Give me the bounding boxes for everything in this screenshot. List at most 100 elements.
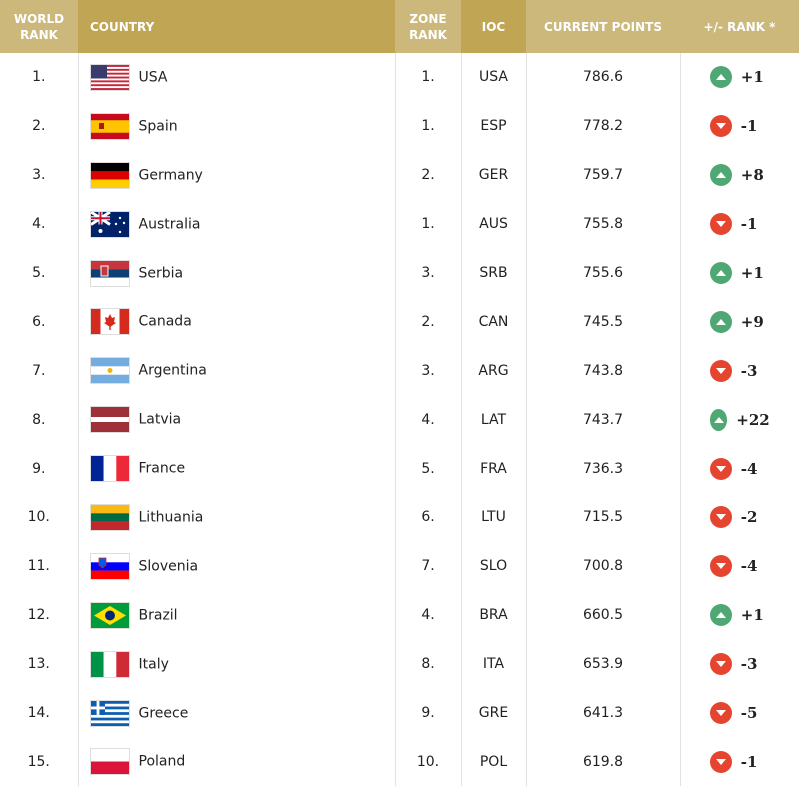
country-name[interactable]: France	[138, 460, 186, 477]
country-name[interactable]: Poland	[138, 753, 186, 770]
flag-ltu-icon	[90, 504, 129, 530]
flag-arg-icon	[90, 358, 129, 384]
flag-usa-icon	[90, 64, 129, 90]
header-current-points[interactable]: CURRENT POINTS	[526, 0, 680, 53]
world-rank: 15.	[27, 753, 50, 770]
country-name[interactable]: Canada	[138, 313, 192, 330]
ioc-code: SRB	[460, 248, 526, 298]
table-row[interactable]: 15. Poland 10. POL 619.8 -1	[0, 737, 799, 787]
flag-gre-icon	[90, 700, 129, 726]
country-cell: Brazil	[77, 590, 395, 640]
ioc-code: ESP	[460, 101, 526, 151]
table-row[interactable]: 10. Lithuania 6. LTU 715.5 -2	[0, 493, 799, 542]
rank-change: +22	[736, 410, 770, 429]
country-name[interactable]: Australia	[138, 216, 201, 233]
country-name[interactable]: Spain	[138, 118, 178, 135]
arrow-up-icon	[709, 408, 728, 431]
flag-pol-icon	[90, 749, 129, 775]
current-points: 736.3	[525, 444, 680, 494]
ioc-code: ARG	[460, 346, 526, 396]
table-row[interactable]: 2. Spain 1. ESP 778.2 -1	[0, 101, 799, 151]
table-row[interactable]: 14. Greece 9. GRE 641.3 -5	[0, 688, 799, 738]
zone-rank: 2.	[394, 150, 461, 200]
country-name[interactable]: Greece	[138, 705, 189, 722]
arrow-down-icon	[709, 555, 732, 578]
arrow-down-icon	[709, 702, 732, 725]
zone-rank: 10.	[394, 737, 461, 787]
current-points: 641.3	[525, 688, 680, 738]
rank-change-cell: -1	[679, 199, 799, 249]
rank-change-cell: +1	[679, 248, 799, 298]
country-cell: Serbia	[77, 248, 395, 298]
header-world-rank[interactable]: WORLD RANK	[0, 0, 78, 53]
table-row[interactable]: 8. Latvia 4. LAT 743.7 +22	[0, 395, 799, 445]
country-name[interactable]: USA	[138, 69, 168, 86]
zone-rank: 9.	[394, 688, 461, 738]
rank-change: +1	[740, 68, 764, 87]
flag-bra-icon	[90, 602, 129, 628]
zone-rank: 5.	[394, 444, 461, 494]
zone-rank: 7.	[394, 541, 461, 591]
country-cell: Greece	[77, 688, 395, 738]
ioc-code: CAN	[460, 297, 526, 347]
world-rank: 13.	[27, 656, 50, 673]
zone-rank: 2.	[394, 297, 461, 347]
country-name[interactable]: Serbia	[138, 265, 184, 281]
table-row[interactable]: 9. France 5. FRA 736.3 -4	[0, 444, 799, 494]
rank-change: +1	[740, 264, 764, 282]
country-name[interactable]: Italy	[138, 656, 169, 673]
country-name[interactable]: Slovenia	[138, 558, 199, 575]
ioc-code: GRE	[460, 688, 526, 738]
table-row[interactable]: 6. Canada 2. CAN 745.5 +9	[0, 297, 799, 347]
world-rank: 1.	[32, 69, 46, 86]
country-cell: Canada	[77, 297, 395, 347]
flag-ita-icon	[90, 651, 129, 677]
rank-change-cell: -2	[679, 493, 799, 542]
header-zone-rank[interactable]: ZONE RANK	[395, 0, 461, 53]
table-row[interactable]: 7. Argentina 3. ARG 743.8 -3	[0, 346, 799, 396]
world-rank: 11.	[27, 558, 50, 575]
country-name[interactable]: Brazil	[138, 607, 178, 624]
table-row[interactable]: 13. Italy 8. ITA 653.9 -3	[0, 639, 799, 689]
table-row[interactable]: 5. Serbia 3. SRB 755.6 +1	[0, 248, 799, 298]
country-cell: Slovenia	[77, 541, 395, 591]
current-points: 715.5	[525, 493, 680, 542]
country-name[interactable]: Lithuania	[138, 509, 204, 526]
rank-change: -4	[740, 557, 758, 576]
table-row[interactable]: 11. Slovenia 7. SLO 700.8 -4	[0, 541, 799, 591]
current-points: 743.8	[525, 346, 680, 396]
table-row[interactable]: 4. Australia 1. AUS 755.8 -1	[0, 199, 799, 249]
rank-change-cell: -1	[679, 101, 799, 151]
rank-change-cell: +8	[679, 150, 799, 200]
rank-change-cell: -1	[679, 737, 799, 787]
header-country[interactable]: COUNTRY	[78, 0, 395, 53]
country-cell: Latvia	[77, 395, 395, 445]
current-points: 745.5	[525, 297, 680, 347]
header-ioc[interactable]: IOC	[461, 0, 526, 53]
current-points: 653.9	[525, 639, 680, 689]
country-cell: France	[77, 444, 395, 494]
country-name[interactable]: Latvia	[138, 411, 182, 428]
world-rank: 8.	[32, 411, 46, 428]
flag-lat-icon	[90, 407, 129, 433]
header-rank-change[interactable]: +/- RANK *	[680, 0, 799, 53]
ioc-code: FRA	[460, 444, 526, 494]
table-row[interactable]: 1. USA 1. USA 786.6 +1	[0, 53, 799, 102]
rank-change: +1	[740, 606, 764, 625]
zone-rank: 1.	[394, 53, 461, 102]
world-rank: 12.	[27, 607, 50, 624]
flag-esp-icon	[90, 113, 129, 139]
zone-rank: 1.	[394, 101, 461, 151]
table-row[interactable]: 3. Germany 2. GER 759.7 +8	[0, 150, 799, 200]
table-row[interactable]: 12. Brazil 4. BRA 660.5 +1	[0, 590, 799, 640]
country-name[interactable]: Germany	[138, 167, 203, 184]
zone-rank: 3.	[394, 248, 461, 298]
zone-rank: 8.	[394, 639, 461, 689]
rank-change: -5	[740, 704, 758, 723]
rank-change-cell: -3	[679, 639, 799, 689]
current-points: 660.5	[525, 590, 680, 640]
arrow-up-icon	[709, 164, 732, 187]
country-cell: USA	[77, 53, 395, 102]
country-name[interactable]: Argentina	[138, 362, 207, 379]
rank-change: +9	[740, 312, 764, 331]
